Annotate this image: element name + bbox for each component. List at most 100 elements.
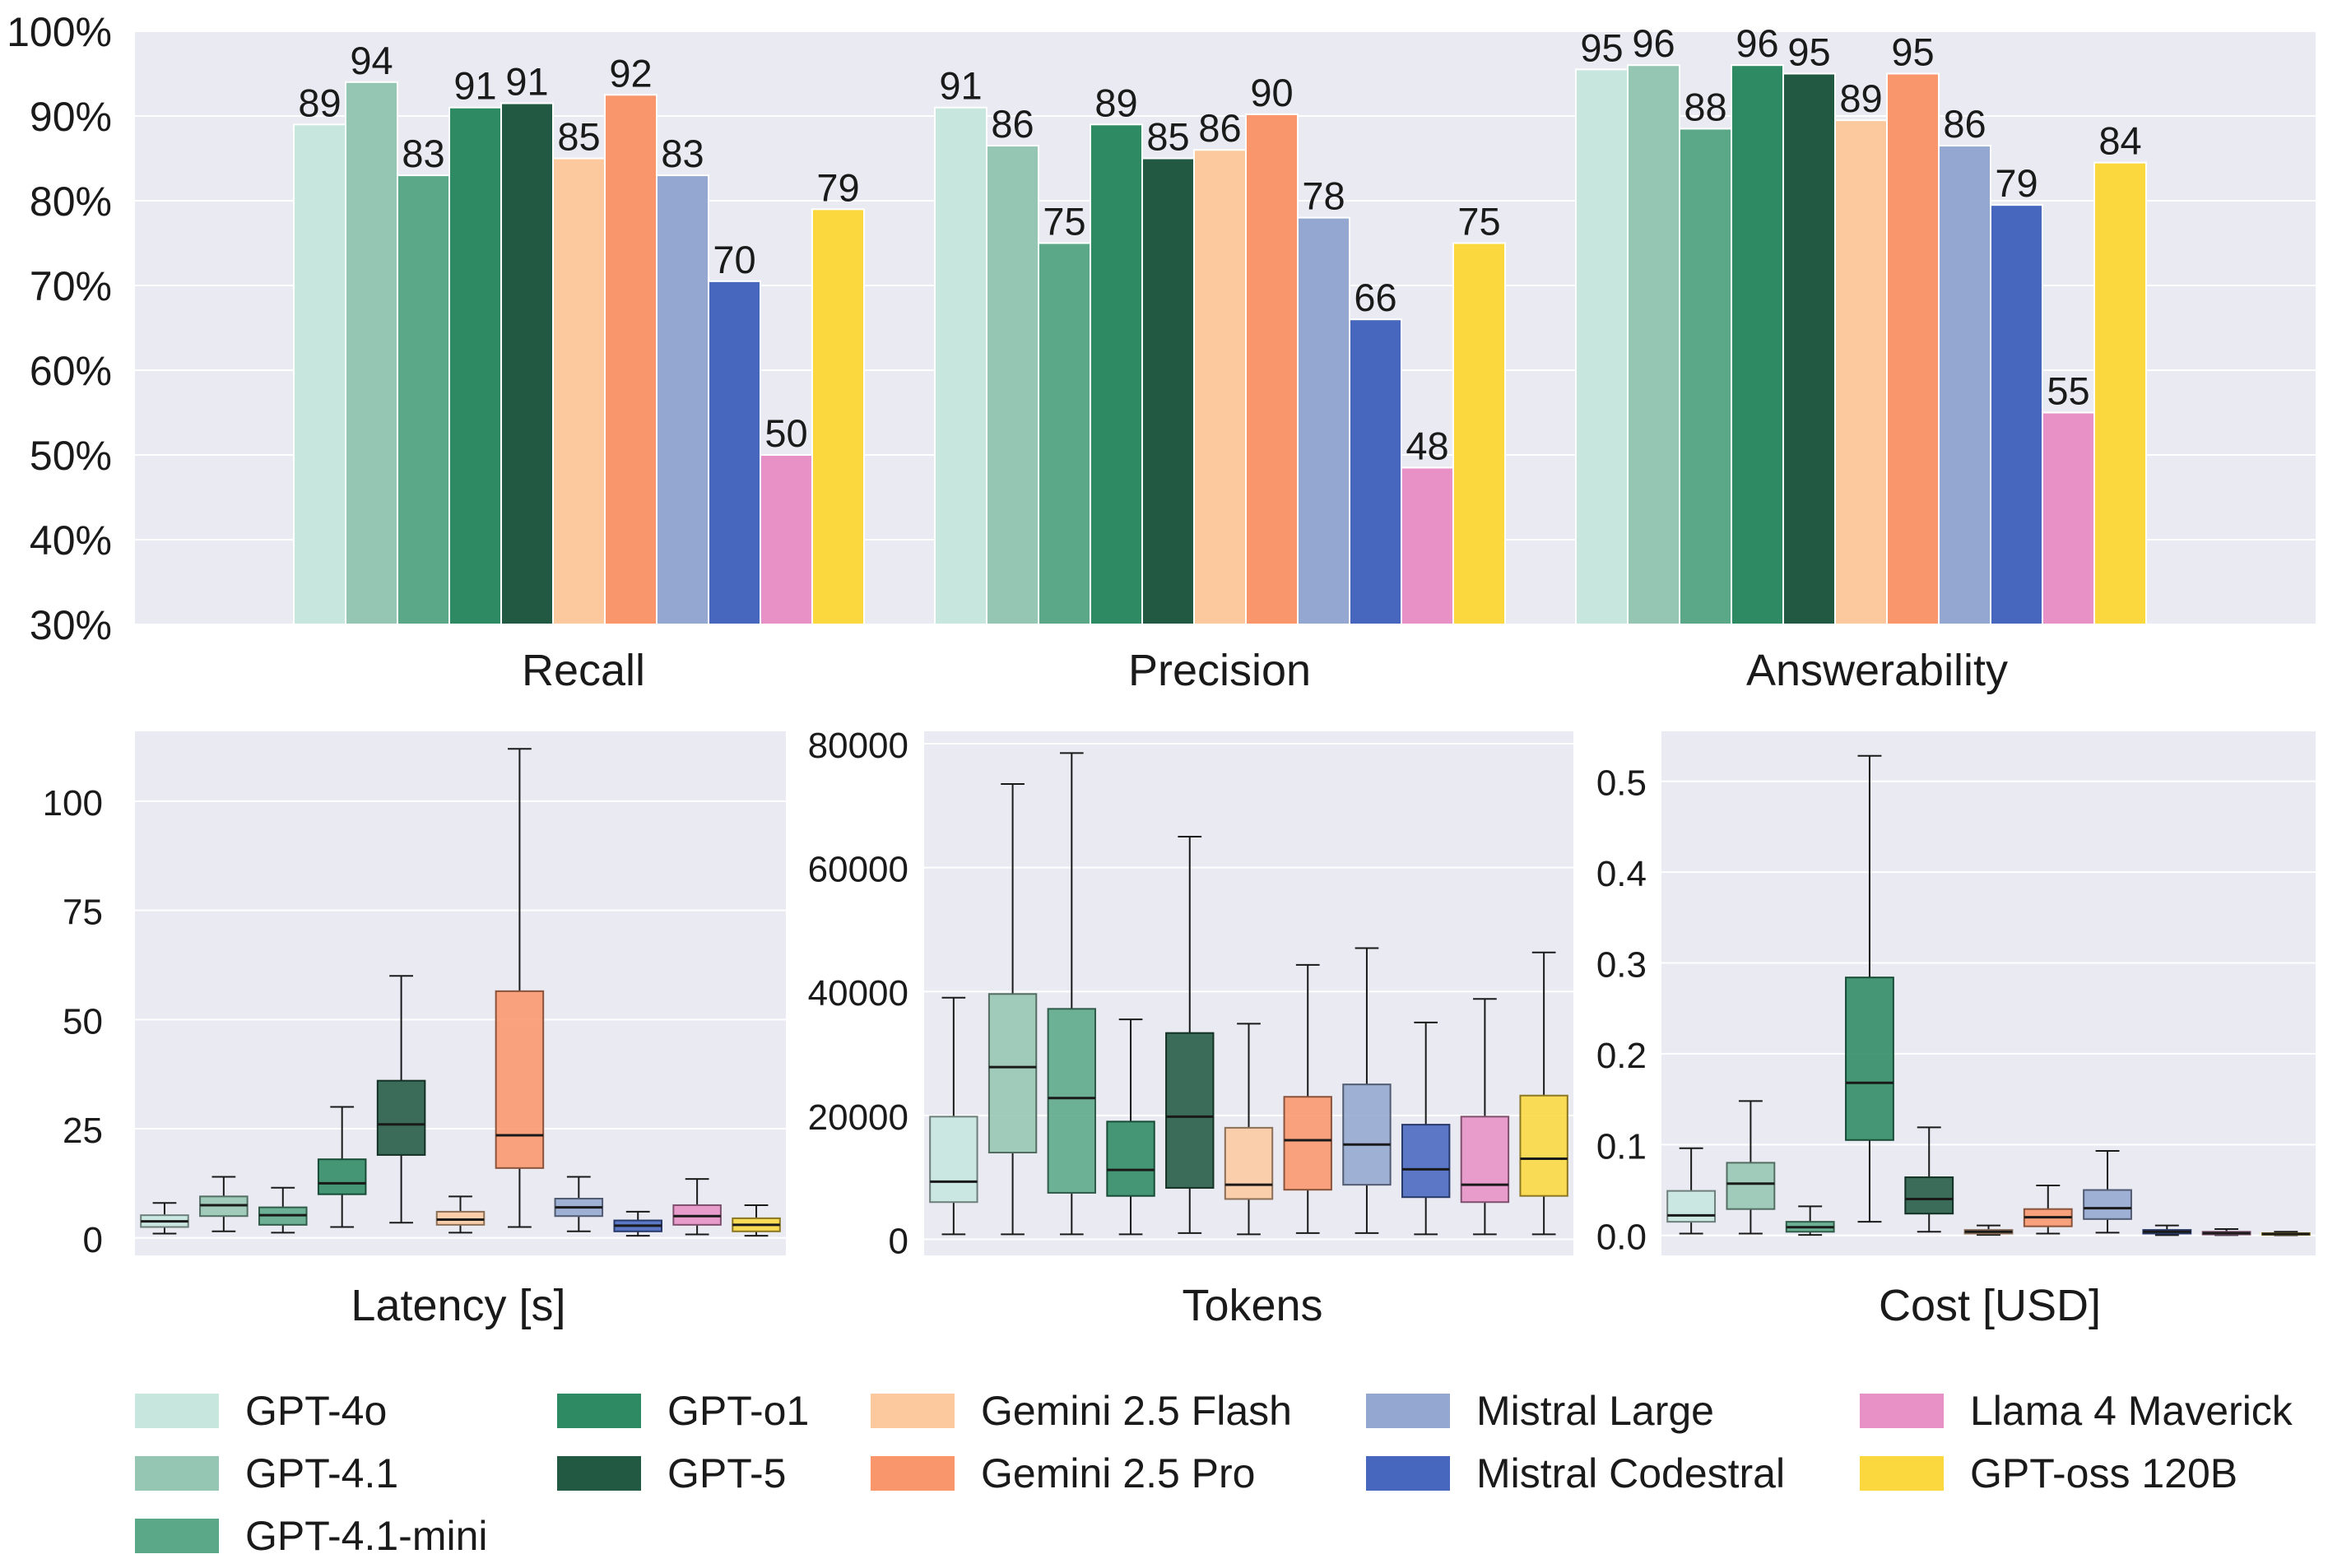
y-tick-label: 60%: [30, 348, 112, 394]
legend-swatch: [557, 1456, 641, 1491]
legend-label: GPT-oss 120B: [1970, 1450, 2237, 1496]
bar-label-recall-gemini-2-5-flash: 85: [557, 115, 600, 159]
box-body: [1283, 1096, 1332, 1191]
bar-label-answerability-gpt-4-1-mini: 88: [1684, 85, 1726, 128]
bar-precision-gpt-4-1-mini: [1038, 242, 1091, 625]
box-gpt-o1: [1106, 1018, 1155, 1236]
y-tick-label: 0.3: [1596, 945, 1647, 986]
box-gpt-4-1-mini: [258, 1186, 308, 1234]
legend-item-llama-4-maverick: Llama 4 Maverick: [1860, 1388, 2293, 1434]
y-tick-label: 40%: [30, 517, 112, 564]
box-body: [1726, 1162, 1776, 1210]
bar-label-answerability-gemini-2-5-flash: 89: [1839, 77, 1882, 120]
y-tick-label: 0.4: [1596, 854, 1647, 894]
box-mistral-codestral: [2142, 1224, 2192, 1236]
box-llama-4-maverick: [2201, 1227, 2251, 1236]
box-mistral-large: [1342, 947, 1392, 1234]
y-tick-label: 0.2: [1596, 1036, 1647, 1076]
box-body: [1845, 977, 1894, 1141]
y-tick-label: 30%: [30, 602, 112, 648]
bar-precision-mistral-large: [1297, 216, 1350, 625]
y-tick-label: 100%: [7, 9, 112, 55]
bar-recall-llama-4-maverick: [760, 454, 813, 625]
legend-item-gpt-4-1: GPT-4.1: [135, 1450, 398, 1496]
legend-item-gpt-oss-120b: GPT-oss 120B: [1860, 1450, 2237, 1496]
bar-precision-gpt-5: [1141, 157, 1195, 625]
y-tick-label: 40000: [808, 973, 908, 1014]
legend-label: GPT-4o: [245, 1388, 387, 1434]
box-body: [495, 990, 545, 1169]
y-tick-label: 0.5: [1596, 763, 1647, 804]
legend-label: Gemini 2.5 Pro: [981, 1450, 1255, 1496]
bar-label-answerability-gpt-4-1: 96: [1632, 21, 1675, 65]
box-body: [1519, 1094, 1568, 1197]
legend-item-mistral-codestral: Mistral Codestral: [1366, 1450, 1785, 1496]
box-body: [929, 1116, 978, 1204]
box-body: [317, 1158, 367, 1195]
bar-precision-gemini-2-5-pro: [1245, 113, 1299, 625]
legend-item-gpt-o1: GPT-o1: [557, 1388, 809, 1434]
box-gemini-2-5-flash: [435, 1195, 486, 1234]
y-tick-label: 50: [63, 1001, 103, 1041]
legend-item-gpt-5: GPT-5: [557, 1450, 786, 1496]
box-body: [1460, 1116, 1510, 1204]
bar-precision-gpt-oss-120b: [1452, 242, 1506, 625]
box-gemini-2-5-pro: [495, 748, 545, 1228]
bar-label-precision-mistral-large: 78: [1302, 174, 1345, 218]
y-tick-label: 80000: [808, 726, 908, 766]
box-gpt-oss-120b: [2261, 1231, 2311, 1236]
y-tick-label: 25: [63, 1111, 103, 1151]
category-label-recall: Recall: [522, 646, 645, 695]
bar-answerability-gpt-4-1-mini: [1679, 128, 1732, 625]
bar-answerability-gemini-2-5-flash: [1834, 119, 1888, 625]
latency-boxplot: 0 25 50 75 100: [43, 731, 786, 1260]
y-tick-label: 70%: [30, 263, 112, 309]
bar-label-answerability-gemini-2-5-pro: 95: [1891, 30, 1934, 74]
y-tick-label: 60000: [808, 850, 908, 890]
legend-label: Llama 4 Maverick: [1970, 1388, 2293, 1434]
legend-swatch: [135, 1394, 219, 1428]
bar-answerability-mistral-codestral: [1990, 204, 2043, 625]
box-mistral-codestral: [613, 1210, 662, 1237]
box-mistral-codestral: [1401, 1021, 1451, 1236]
box-llama-4-maverick: [1460, 998, 1510, 1236]
y-tick-label: 0.0: [1596, 1218, 1647, 1258]
bar-label-recall-gpt-oss-120b: 79: [816, 165, 859, 209]
legend-swatch: [1366, 1394, 1450, 1428]
bar-label-answerability-gpt-4o: 95: [1580, 26, 1623, 69]
category-label-precision: Precision: [1128, 646, 1311, 695]
legend-swatch: [1366, 1456, 1450, 1491]
bar-answerability-gpt-4-1: [1627, 64, 1680, 625]
bar-chart-bars: [293, 64, 2147, 626]
bar-label-precision-gpt-4o: 91: [939, 64, 982, 108]
bar-answerability-mistral-large: [1938, 145, 1991, 626]
legend: GPT-4o GPT-4.1 GPT-4.1-mini GPT-o1 GPT-5 Gemi…: [135, 1388, 2293, 1559]
plot-area: [135, 731, 786, 1255]
legend-swatch: [1860, 1456, 1944, 1491]
legend-label: Mistral Large: [1476, 1388, 1714, 1434]
bar-label-precision-gpt-oss-120b: 75: [1457, 200, 1500, 244]
legend-swatch: [557, 1394, 641, 1428]
box-body: [1106, 1120, 1155, 1197]
bar-precision-gpt-o1: [1090, 123, 1143, 626]
legend-swatch: [871, 1456, 955, 1491]
bar-label-recall-mistral-large: 83: [661, 132, 704, 175]
y-tick-label: 50%: [30, 433, 112, 479]
legend-item-gemini-2-5-flash: Gemini 2.5 Flash: [871, 1388, 1292, 1434]
bar-label-recall-gpt-4o: 89: [298, 81, 341, 124]
legend-swatch: [135, 1456, 219, 1491]
box-gpt-4-1: [1726, 1100, 1776, 1235]
bar-recall-gpt-4-1: [345, 81, 398, 626]
bar-precision-llama-4-maverick: [1401, 466, 1454, 626]
legend-item-gemini-2-5-pro: Gemini 2.5 Pro: [871, 1450, 1255, 1496]
bar-chart-y-tick-labels: 30% 40% 50% 60% 70% 80% 90% 100%: [7, 9, 112, 648]
bar-recall-mistral-large: [656, 174, 709, 626]
box-body: [435, 1210, 486, 1226]
bar-label-recall-gpt-4-1-mini: 83: [402, 132, 444, 175]
bar-label-answerability-mistral-large: 86: [1943, 102, 1986, 146]
legend-label: GPT-4.1-mini: [245, 1513, 488, 1559]
cost-axis-label: Cost [USD]: [1879, 1281, 2101, 1330]
box-body: [1401, 1124, 1451, 1199]
category-label-answerability: Answerability: [1746, 646, 2008, 695]
